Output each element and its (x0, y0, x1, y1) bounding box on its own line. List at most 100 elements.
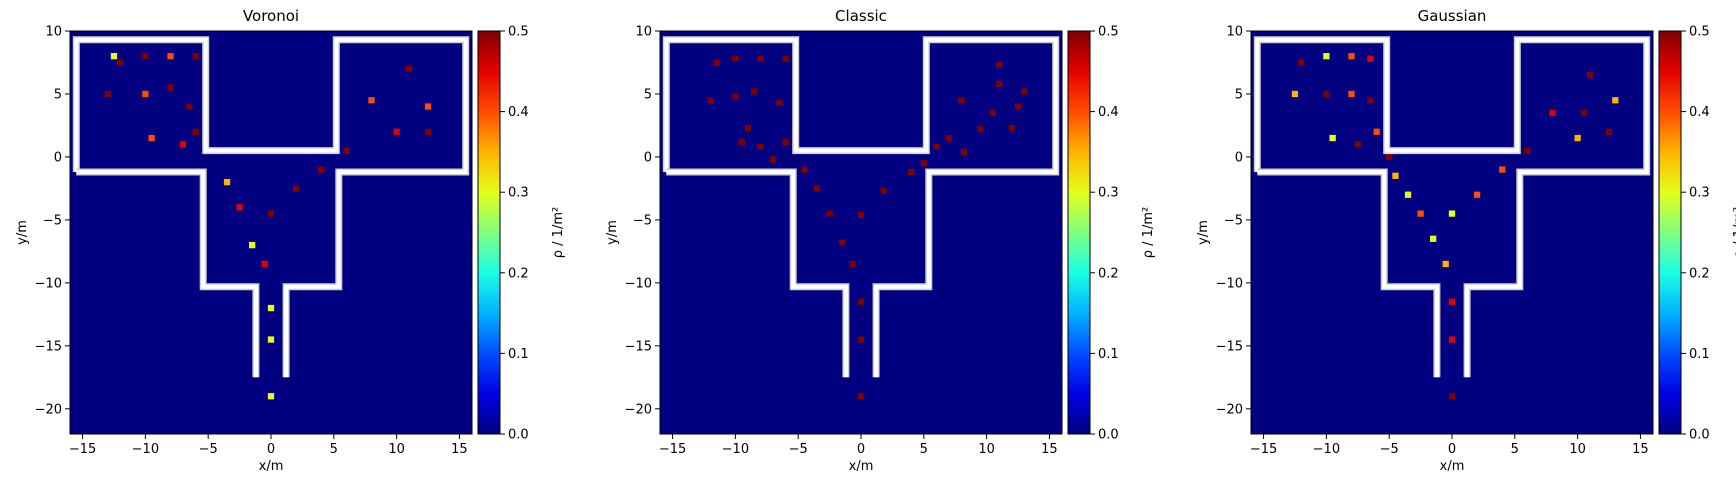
heatmap-cell (167, 84, 174, 91)
heatmap-cell (368, 97, 375, 104)
heatmap-cell (857, 298, 865, 305)
heatmap-cell (857, 393, 865, 400)
heatmap-cell (1473, 191, 1481, 198)
colorbar-label: ρ / 1/m² (1141, 207, 1156, 258)
heatmap-cell (142, 53, 149, 60)
heatmap-cell (857, 211, 865, 219)
heatmap-cell (782, 138, 789, 145)
heatmap-cell (977, 126, 984, 133)
y-tick-label: 0 (644, 150, 652, 165)
wall (1257, 170, 1439, 378)
heatmap-cell (1605, 128, 1613, 135)
colorbar-tick-label: 0.5 (508, 25, 529, 40)
heatmap-cell (1442, 260, 1449, 268)
colorbar (1067, 30, 1091, 435)
y-tick-label: −5 (1224, 213, 1243, 228)
heatmap-cell (1404, 191, 1412, 198)
x-tick-label: −10 (722, 442, 749, 457)
y-tick-label: 5 (644, 87, 652, 102)
heatmap-cell (1291, 90, 1299, 98)
y-tick-label: −20 (625, 402, 652, 417)
x-tick-label: −5 (199, 442, 218, 457)
heatmap-cell (267, 304, 275, 312)
wall (666, 170, 848, 378)
wall (1255, 37, 1649, 378)
panel-gaussian: Gaussian −15 −10 −5 0 5 10 15 x/m 10 5 0 −5 −10 −15 −20… (1196, 7, 1736, 474)
colorbar-tick-label: 0.3 (1098, 186, 1119, 201)
chart-title: Gaussian (1418, 7, 1487, 25)
heatmap-cell (826, 210, 833, 217)
heatmap-cell (996, 80, 1003, 88)
heatmap-cell (117, 59, 124, 66)
heatmap-background (660, 31, 1062, 434)
heatmap-cell (933, 143, 940, 151)
heatmap-cell (839, 239, 846, 246)
y-tick-label: −15 (1216, 339, 1243, 354)
x-tick-label: 15 (1632, 442, 1649, 457)
y-tick-label: 0 (1235, 150, 1243, 165)
y-axis-label: y/m (15, 220, 30, 245)
y-tick-label: 10 (635, 25, 652, 40)
heatmap-cell (849, 260, 856, 268)
heatmap-cell (1524, 147, 1531, 154)
heatmap-cell (880, 187, 887, 195)
colorbar-tick-label: 0.5 (1098, 25, 1119, 40)
heatmap-cell (732, 55, 739, 62)
heatmap-cell (1367, 97, 1374, 104)
x-tick-label: −15 (69, 442, 96, 457)
x-tick-label: 10 (388, 442, 405, 457)
heatmap-cell (782, 55, 789, 62)
y-tick-label: 10 (1226, 25, 1243, 40)
heatmap-cell (1008, 124, 1015, 132)
heatmap-cell (1448, 210, 1456, 217)
heatmap-cell (167, 53, 174, 60)
heatmap-cell (148, 134, 155, 142)
chart-title: Classic (835, 7, 887, 25)
heatmap-cell (1430, 235, 1437, 242)
heatmap-cell (249, 241, 256, 249)
heatmap-cell (1448, 298, 1456, 305)
colorbar-tick-label: 0.1 (1098, 347, 1119, 362)
heatmap-cell (1448, 336, 1456, 343)
colorbar-tick-label: 0.4 (508, 105, 529, 120)
heatmap-cell (1373, 128, 1380, 135)
heatmap-cell (945, 134, 953, 142)
colorbar-tick-label: 0.0 (508, 428, 529, 443)
x-tick-label: 10 (978, 442, 995, 457)
heatmap-cell (989, 109, 997, 117)
wall (664, 37, 1058, 378)
colorbar-tick-label: 0.5 (1689, 25, 1710, 40)
x-tick-label: −10 (1313, 442, 1340, 457)
heatmap-cell (751, 88, 758, 95)
heatmap-cell (757, 143, 764, 151)
x-tick-label: 15 (451, 442, 468, 457)
y-tick-label: −10 (35, 276, 62, 291)
heatmap-cell (757, 55, 764, 62)
heatmap-cell (1612, 97, 1619, 104)
heatmap-cells (707, 55, 1028, 400)
heatmap-cell (192, 53, 199, 60)
chart-title: Voronoi (243, 7, 299, 25)
x-tick-label: −15 (1250, 442, 1277, 457)
heatmap-cell (406, 65, 413, 72)
x-tick-label: −5 (789, 442, 808, 457)
heatmap-cell (1580, 109, 1588, 117)
heatmap-cell (1348, 53, 1355, 60)
y-tick-label: −5 (633, 213, 652, 228)
y-tick-label: −10 (625, 276, 652, 291)
x-tick-label: −5 (1380, 442, 1399, 457)
x-tick-label: 5 (920, 442, 928, 457)
y-tick-label: 5 (1235, 87, 1243, 102)
x-tick-label: 5 (330, 442, 338, 457)
heatmap-cell (707, 97, 714, 104)
x-axis-label: x/m (1440, 459, 1465, 474)
heatmap-cell (1298, 59, 1305, 66)
heatmap-background (70, 31, 472, 434)
heatmap-cell (1417, 210, 1424, 217)
heatmap-cell (261, 260, 268, 268)
colorbar-tick-label: 0.4 (1098, 105, 1119, 120)
colorbar-tick-label: 0.3 (508, 186, 529, 201)
heatmap-cell (776, 99, 783, 106)
heatmap-cell (318, 166, 325, 173)
